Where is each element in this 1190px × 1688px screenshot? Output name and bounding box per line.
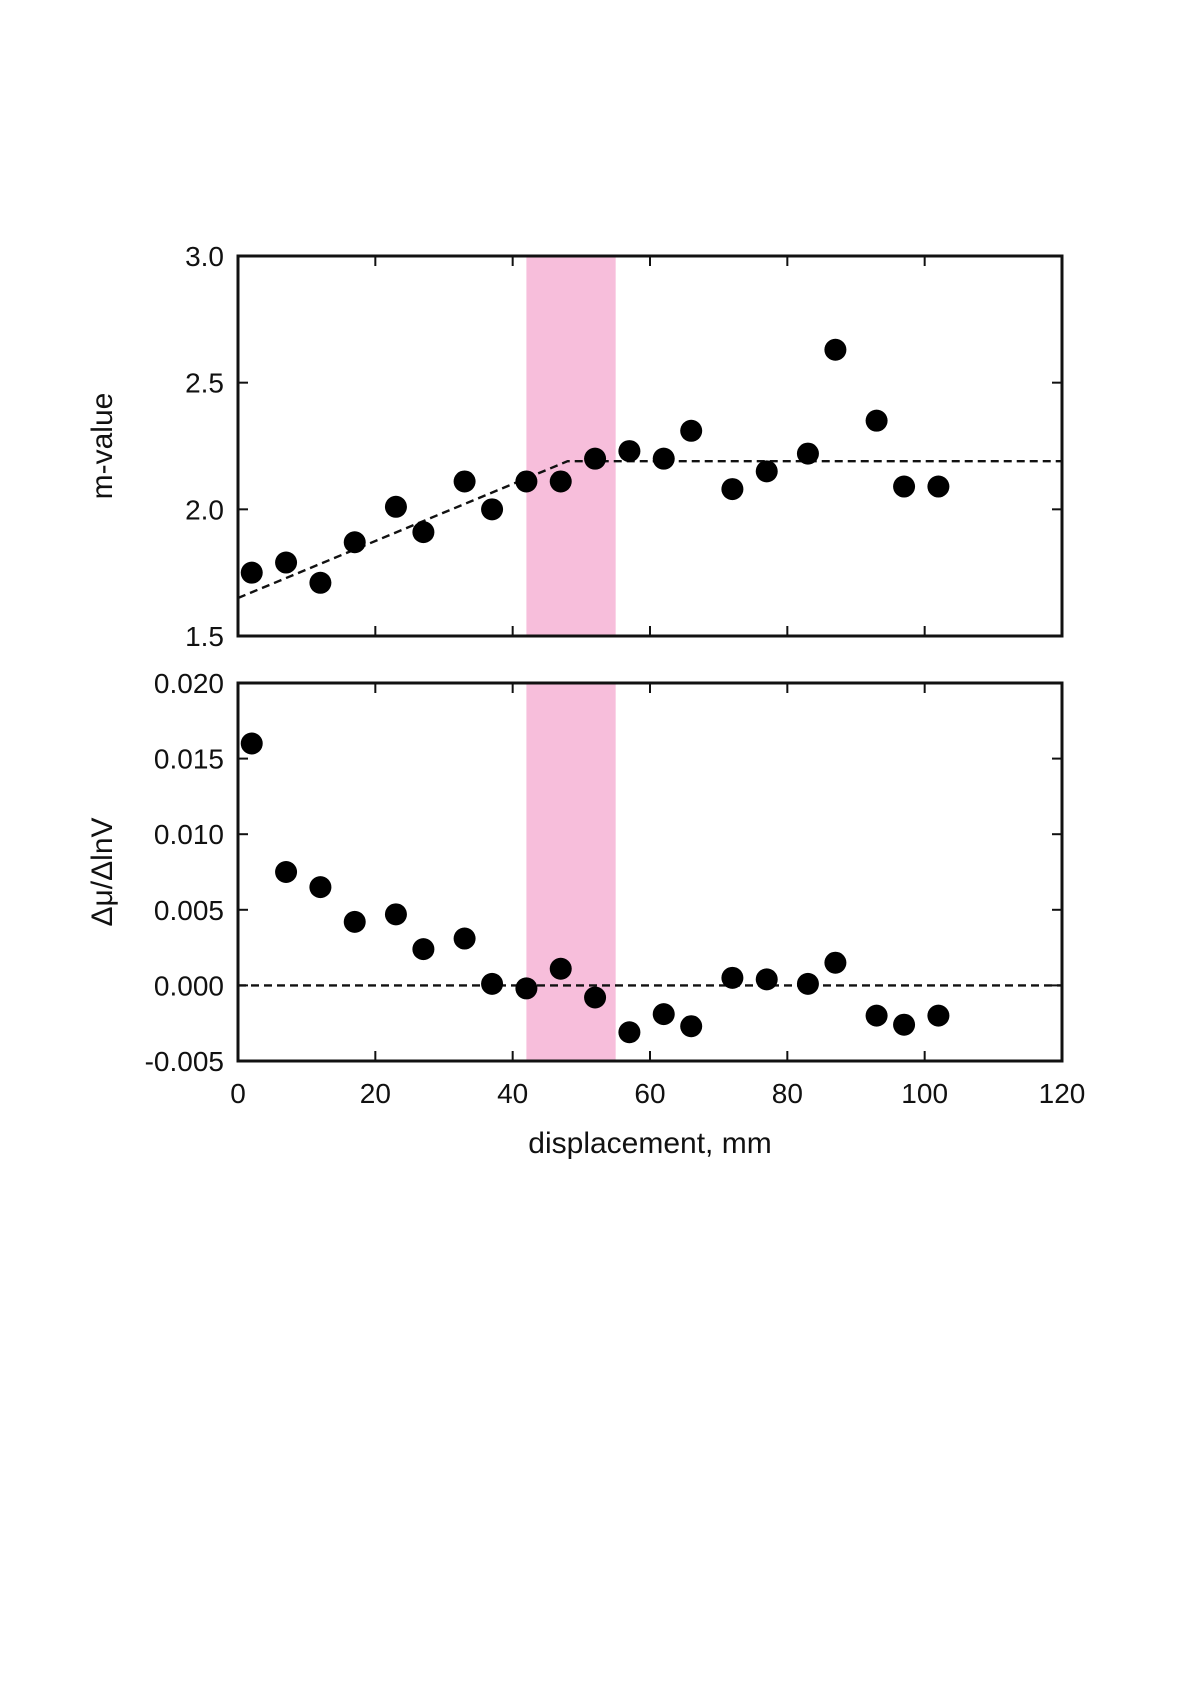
data-point [549, 957, 572, 980]
data-point [481, 972, 504, 995]
x-tick-label: 20 [360, 1078, 391, 1109]
highlight-band [526, 256, 616, 636]
y-tick-label: 2.5 [185, 368, 224, 399]
data-point [927, 475, 950, 498]
plot-frame [236, 254, 1064, 638]
data-point [618, 1021, 641, 1044]
y-tick-label: 2.0 [185, 494, 224, 525]
x-tick-label: 80 [772, 1078, 803, 1109]
fit-line [237, 460, 1062, 600]
x-tick-label: 0 [230, 1078, 246, 1109]
data-point [309, 571, 332, 594]
y-tick-label: 1.5 [185, 621, 224, 652]
data-point [652, 447, 675, 470]
y-axis-title: m-value [86, 393, 119, 500]
data-point [893, 1013, 916, 1036]
data-point [652, 1003, 675, 1026]
data-point [453, 927, 476, 950]
plot-frame [236, 681, 1064, 1063]
panel-2: -0.005 0.000 0.005 0.010 0.015 0.020 0 20 40 60 80… [86, 668, 1085, 1160]
data-point [584, 447, 607, 470]
data-point [481, 498, 504, 521]
y-axis-title: Δμ/ΔlnV [86, 817, 119, 926]
data-point [618, 440, 641, 463]
panel-1: 1.5 2.0 2.5 3.0 m-value [86, 241, 1064, 652]
y-tick-label: -0.005 [145, 1046, 224, 1077]
data-point [796, 972, 819, 995]
data-point [343, 910, 366, 933]
data-point [453, 470, 476, 493]
data-point [927, 1004, 950, 1027]
data-point [275, 861, 298, 883]
data-point [721, 966, 744, 989]
data-point [721, 478, 744, 501]
data-point [755, 968, 778, 991]
data-point [412, 938, 435, 961]
x-tick-label: 40 [497, 1078, 528, 1109]
x-tick-label: 60 [634, 1078, 665, 1109]
data-point [824, 338, 847, 361]
data-point [275, 551, 298, 574]
y-tick-label: 0.000 [154, 970, 224, 1001]
y-tick-label: 3.0 [185, 241, 224, 272]
y-tick-label: 0.020 [154, 668, 224, 699]
data-point [893, 475, 916, 498]
data-point [515, 470, 538, 493]
y-tick-label: 0.005 [154, 895, 224, 926]
data-point [680, 1015, 703, 1038]
data-point [796, 442, 819, 465]
data-point [343, 531, 366, 554]
data-point [240, 561, 263, 584]
data-point [865, 409, 888, 432]
x-tick-label: 120 [1039, 1078, 1086, 1109]
data-point [309, 876, 332, 899]
data-point [755, 460, 778, 483]
data-point [515, 977, 538, 1000]
data-point [412, 521, 435, 544]
data-point [240, 732, 263, 755]
y-tick-label: 0.010 [154, 819, 224, 850]
data-point [549, 470, 572, 493]
data-point [824, 951, 847, 974]
x-axis-title: displacement, mm [528, 1127, 771, 1160]
y-tick-label: 0.015 [154, 744, 224, 775]
data-point [680, 419, 703, 442]
data-point [384, 495, 407, 518]
x-tick-label: 100 [901, 1078, 948, 1109]
data-point [865, 1004, 888, 1027]
data-point [584, 986, 607, 1009]
data-point [384, 903, 407, 926]
